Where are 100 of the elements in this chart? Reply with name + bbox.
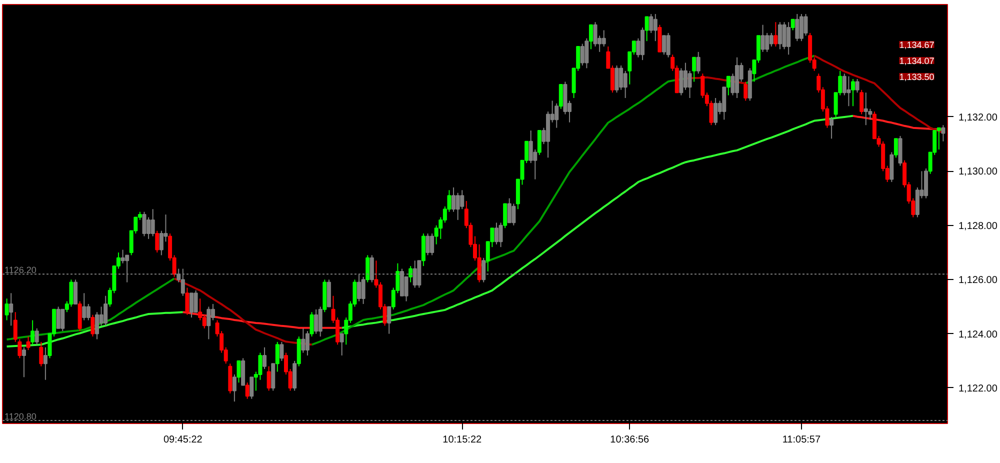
candlestick (232, 374, 236, 402)
candlestick (614, 64, 619, 94)
y-tick-label: 1,124.00 (958, 329, 998, 340)
candlestick (714, 98, 718, 126)
candlestick (90, 314, 95, 337)
candlestick (104, 295, 108, 326)
candlestick (275, 341, 280, 372)
candlestick (744, 81, 748, 102)
candlestick (266, 366, 271, 392)
ref-line-label: 1120.80 (4, 412, 36, 422)
candlestick (361, 276, 366, 304)
candlestick (142, 211, 146, 237)
candlestick (774, 22, 778, 48)
candlestick (60, 308, 65, 332)
candlestick (644, 16, 649, 42)
candlestick (30, 320, 35, 346)
candlestick (456, 192, 460, 220)
candlestick (512, 203, 516, 226)
candlestick (86, 303, 90, 321)
candlestick (305, 330, 310, 356)
candlestick (39, 341, 44, 367)
candlestick (786, 22, 791, 56)
candlestick (185, 287, 190, 316)
candlestick (366, 254, 370, 283)
candlestick (236, 360, 241, 384)
candlestick (795, 13, 800, 42)
candlestick (760, 24, 765, 52)
candlestick (580, 43, 584, 66)
candlestick (602, 30, 606, 48)
candlestick (280, 341, 284, 362)
candlestick (662, 35, 666, 56)
y-tick-label: 1,128.00 (958, 220, 998, 232)
candlestick (4, 298, 9, 321)
candlestick (769, 32, 774, 48)
candlestick (340, 333, 344, 356)
annotation: 1,134.07 (899, 56, 934, 66)
candlestick (194, 290, 198, 313)
candlestick (120, 249, 125, 264)
candlestick (503, 203, 508, 229)
candlestick (82, 292, 86, 321)
candlestick (846, 76, 851, 107)
candlestick (460, 190, 464, 210)
candlestick (623, 70, 628, 99)
candlestick (554, 102, 559, 128)
candlestick (692, 56, 696, 82)
candlestick (894, 138, 898, 158)
candlestick (56, 306, 60, 329)
annotation: 1,133.50 (899, 72, 934, 82)
candlestick (206, 306, 211, 340)
candlestick (653, 13, 658, 42)
candlestick (765, 32, 770, 52)
y-tick-label: 1,130.00 (958, 166, 998, 178)
candlestick (855, 78, 860, 94)
candlestick (498, 222, 503, 248)
candlestick (584, 38, 589, 69)
candlestick (790, 18, 795, 31)
y-tick-label: 1,122.00 (958, 383, 998, 394)
candlestick (22, 346, 26, 378)
candlestick (408, 266, 413, 283)
candlestick (189, 292, 194, 318)
ref-line-label: 1126.20 (4, 265, 36, 276)
candlestick (804, 13, 808, 36)
candlestick (9, 292, 14, 326)
candlestick (202, 314, 206, 329)
x-tick-label: 09:45:22 (163, 434, 203, 446)
y-tick-label: 1,126.00 (958, 275, 998, 286)
candlestick (864, 92, 868, 126)
candlestick (860, 89, 864, 115)
candlestick (688, 70, 692, 99)
candlestick (155, 230, 160, 253)
x-tick-label: 10:15:22 (442, 434, 482, 446)
candlestick (262, 346, 267, 370)
candlestick (726, 76, 730, 96)
x-tick-label: 10:36:56 (610, 434, 650, 446)
candlestick (666, 32, 670, 58)
candlestick (941, 124, 946, 142)
candlestick (936, 127, 941, 150)
candlestick (34, 328, 39, 346)
candlestick (318, 306, 322, 337)
candlestick (537, 130, 542, 156)
annotation: 1,134.67 (899, 40, 934, 50)
candlestick (43, 346, 48, 380)
candlestick (387, 306, 392, 334)
candlestick (558, 84, 563, 110)
candlestick (507, 198, 512, 224)
candlestick (696, 51, 700, 74)
candlestick (26, 336, 30, 351)
candlestick (94, 312, 100, 340)
candlestick (477, 244, 482, 283)
candlestick (850, 78, 856, 107)
candlestick (250, 376, 254, 400)
candlestick (649, 13, 654, 34)
candlestick (245, 382, 250, 400)
candlestick (74, 279, 78, 304)
candlestick (452, 186, 456, 212)
candlestick (314, 308, 318, 334)
y-tick-label: 1,132.00 (958, 112, 998, 124)
candlestick (679, 68, 684, 96)
candlestick (588, 24, 593, 50)
x-tick-label: 11:05:57 (782, 434, 821, 446)
